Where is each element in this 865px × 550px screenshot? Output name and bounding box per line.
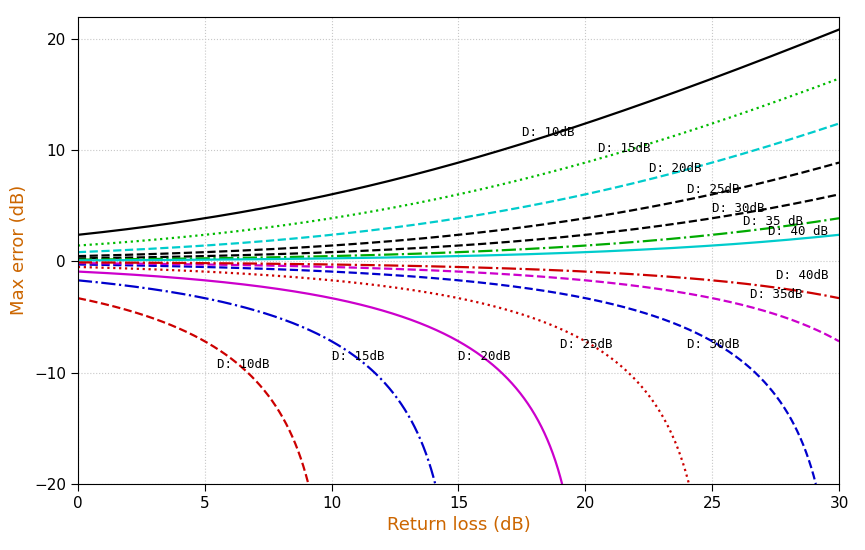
Text: D: 15dB: D: 15dB	[598, 141, 650, 155]
Text: D: 25dB: D: 25dB	[687, 184, 740, 196]
Text: D: 40 dB: D: 40 dB	[768, 225, 828, 238]
Y-axis label: Max error (dB): Max error (dB)	[10, 185, 29, 315]
Text: D: 35 dB: D: 35 dB	[743, 215, 803, 228]
Text: D: 40dB: D: 40dB	[776, 269, 828, 282]
Text: D: 30dB: D: 30dB	[687, 338, 740, 350]
Text: D: 10dB: D: 10dB	[522, 126, 574, 140]
Text: D: 35dB: D: 35dB	[750, 288, 803, 301]
Text: D: 10dB: D: 10dB	[217, 358, 270, 371]
Text: D: 20dB: D: 20dB	[649, 162, 702, 175]
Text: D: 25dB: D: 25dB	[560, 338, 612, 350]
Text: D: 20dB: D: 20dB	[458, 350, 511, 363]
X-axis label: Return loss (dB): Return loss (dB)	[387, 516, 530, 535]
Text: D: 15dB: D: 15dB	[331, 350, 384, 363]
Text: D: 30dB: D: 30dB	[712, 202, 765, 215]
